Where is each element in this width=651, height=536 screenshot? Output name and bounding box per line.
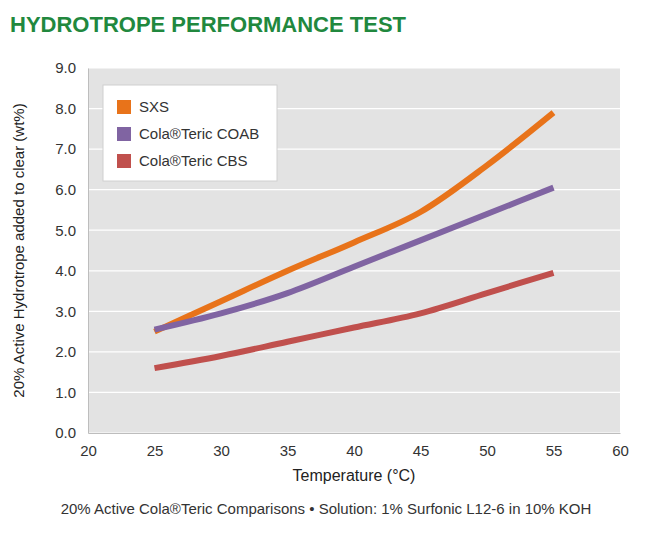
tick: 30 [213,433,230,459]
legend-swatch [117,127,131,141]
tick: 5.0 [55,222,88,239]
grid-line [88,67,620,68]
tick-label: 25 [147,442,164,459]
legend-label: Cola®Teric CBS [139,152,248,169]
axis-line [88,69,89,434]
y-axis: 0.0 1.0 2.0 3.0 4.0 5.0 6.0 7.0 8.0 9.0 [55,59,88,441]
y-axis-title: 20% Active Hydrotrope added to clear (wt… [10,103,27,397]
tick-label: 1.0 [55,384,76,401]
grid-line [88,270,620,271]
tick-label: 9.0 [55,59,76,76]
series-line [155,273,554,368]
plot-background [88,68,620,433]
tick-label: 2.0 [55,343,76,360]
tick: 25 [147,433,164,459]
x-axis-title: Temperature (°C) [293,467,416,484]
tick-label: 35 [280,442,297,459]
tick-label: 50 [479,442,496,459]
plot: 0.0 1.0 2.0 3.0 4.0 5.0 6.0 7.0 8.0 9.0 20 25 30 35 40… [55,59,629,458]
legend-item: SXS [117,98,169,115]
tick: 20 [80,433,97,459]
title: HYDROTROPE PERFORMANCE TEST [10,12,407,37]
legend-swatch [117,154,131,168]
tick-label: 3.0 [55,303,76,320]
tick-label: 7.0 [55,140,76,157]
axis-line [89,433,621,434]
legend-item: Cola®Teric CBS [117,152,248,169]
series-line [155,188,554,330]
tick: 9.0 [55,59,88,76]
tick: 2.0 [55,343,88,360]
grid-line [88,392,620,393]
tick: 45 [413,433,430,459]
tick-label: 6.0 [55,181,76,198]
tick-label: 60 [612,442,629,459]
tick: 60 [612,433,629,459]
tick: 3.0 [55,303,88,320]
tick: 8.0 [55,100,88,117]
grid-line [88,351,620,352]
tick-label: 4.0 [55,262,76,279]
legend-swatch [117,100,131,114]
subtitle: 20% Active Cola®Teric Comparisons • Solu… [61,500,592,517]
tick-label: 8.0 [55,100,76,117]
tick-label: 45 [413,442,430,459]
grid-line [88,311,620,312]
tick-label: 5.0 [55,222,76,239]
grid [88,68,620,433]
tick: 50 [479,433,496,459]
legend-box [103,85,277,181]
grid-line [88,230,620,231]
legend-label: Cola®Teric COAB [139,125,259,142]
tick-label: 20 [80,442,97,459]
legend-label: SXS [139,98,169,115]
chart: HYDROTROPE PERFORMANCE TEST 0.0 1.0 2.0 3.0 4… [0,0,651,536]
legend-item: Cola®Teric COAB [117,125,259,142]
x-axis: 20 25 30 35 40 45 50 55 60 [80,433,629,459]
tick: 4.0 [55,262,88,279]
tick-label: 30 [213,442,230,459]
tick: 40 [346,433,363,459]
legend: SXS Cola®Teric COAB Cola®Teric CBS [103,85,277,181]
grid-line [88,432,620,433]
tick: 1.0 [55,384,88,401]
tick: 7.0 [55,140,88,157]
tick-label: 40 [346,442,363,459]
tick-label: 55 [546,442,563,459]
tick: 55 [546,433,563,459]
tick: 35 [280,433,297,459]
tick-label: 0.0 [55,424,76,441]
tick: 0.0 [55,424,88,441]
tick: 6.0 [55,181,88,198]
